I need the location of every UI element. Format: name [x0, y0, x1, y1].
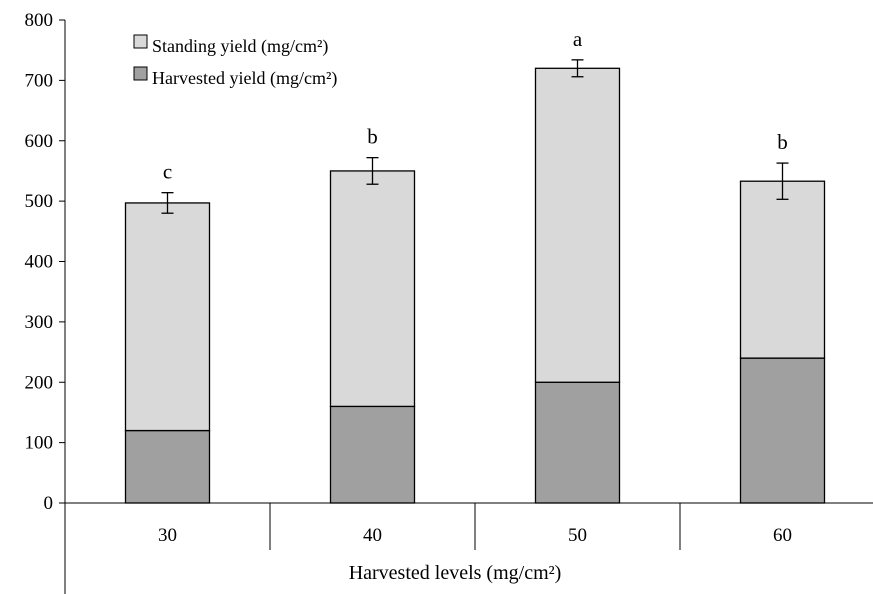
x-tick-label: 30	[158, 525, 177, 546]
bars	[124, 67, 826, 504]
x-tick-label: 60	[773, 525, 792, 546]
legend: Standing yield (mg/cm²) Harvested yield …	[133, 34, 337, 89]
legend-label-standing: Standing yield (mg/cm²)	[152, 36, 328, 57]
legend-swatch-standing	[133, 34, 148, 49]
y-tick-label: 800	[25, 10, 54, 31]
x-tick-label: 40	[363, 525, 382, 546]
y-tick-label: 100	[25, 433, 54, 454]
y-tick-label: 200	[25, 372, 54, 393]
y-axis-ticks: 0 100 200 300 400 500 600 700 800	[25, 10, 65, 514]
y-tick-label: 0	[44, 493, 54, 514]
x-tick-label: 50	[568, 525, 587, 546]
legend-label-harvested: Harvested yield (mg/cm²)	[152, 68, 337, 89]
bar-harvested	[739, 357, 826, 504]
legend-swatch-harvested	[133, 66, 148, 81]
bar-harvested	[329, 405, 416, 504]
bar-standing	[534, 67, 621, 383]
y-tick-label: 700	[25, 70, 54, 91]
significance-label: b	[777, 130, 788, 154]
bar-harvested	[124, 429, 211, 504]
significance-label: a	[573, 27, 583, 51]
bar-harvested	[534, 381, 621, 504]
significance-label: c	[163, 160, 172, 184]
significance-labels: c b a b	[163, 27, 788, 184]
error-bars	[161, 59, 789, 214]
y-tick-label: 600	[25, 131, 54, 152]
x-axis-title: Harvested levels (mg/cm²)	[349, 562, 562, 584]
significance-label: b	[367, 125, 378, 149]
y-tick-label: 500	[25, 191, 54, 212]
bar-standing	[739, 180, 826, 359]
y-tick-label: 400	[25, 252, 54, 273]
y-tick-label: 300	[25, 312, 54, 333]
bar-standing	[124, 202, 211, 432]
bar-standing	[329, 170, 416, 408]
x-axis-tick-labels: 30 40 50 60	[158, 525, 792, 546]
